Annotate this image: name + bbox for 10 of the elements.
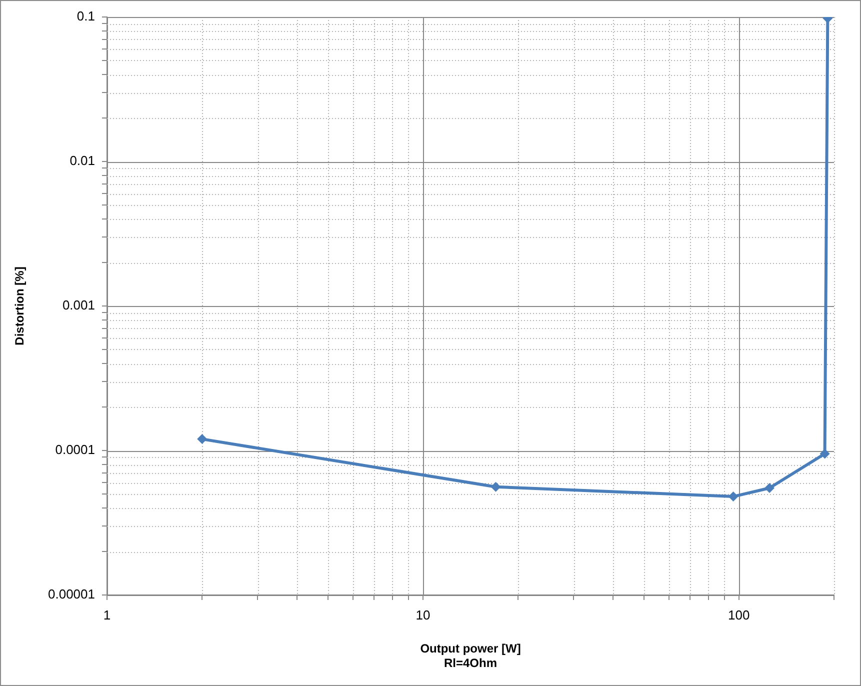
y-tick-label: 0.00001 — [48, 586, 95, 602]
y-axis-title: Distortion [%] — [12, 266, 27, 346]
y-tick-label: 0.1 — [76, 8, 95, 24]
x-axis-title: Output power [W] Rl=4Ohm — [420, 642, 521, 670]
y-tick-label: 0.01 — [70, 153, 95, 168]
x-tick-label: 100 — [728, 607, 750, 622]
y-tick-label: 0.001 — [62, 298, 95, 313]
x-tick-label: 10 — [416, 607, 430, 622]
x-tick-label: 1 — [103, 607, 111, 622]
y-tick-label: 0.0001 — [55, 442, 95, 458]
